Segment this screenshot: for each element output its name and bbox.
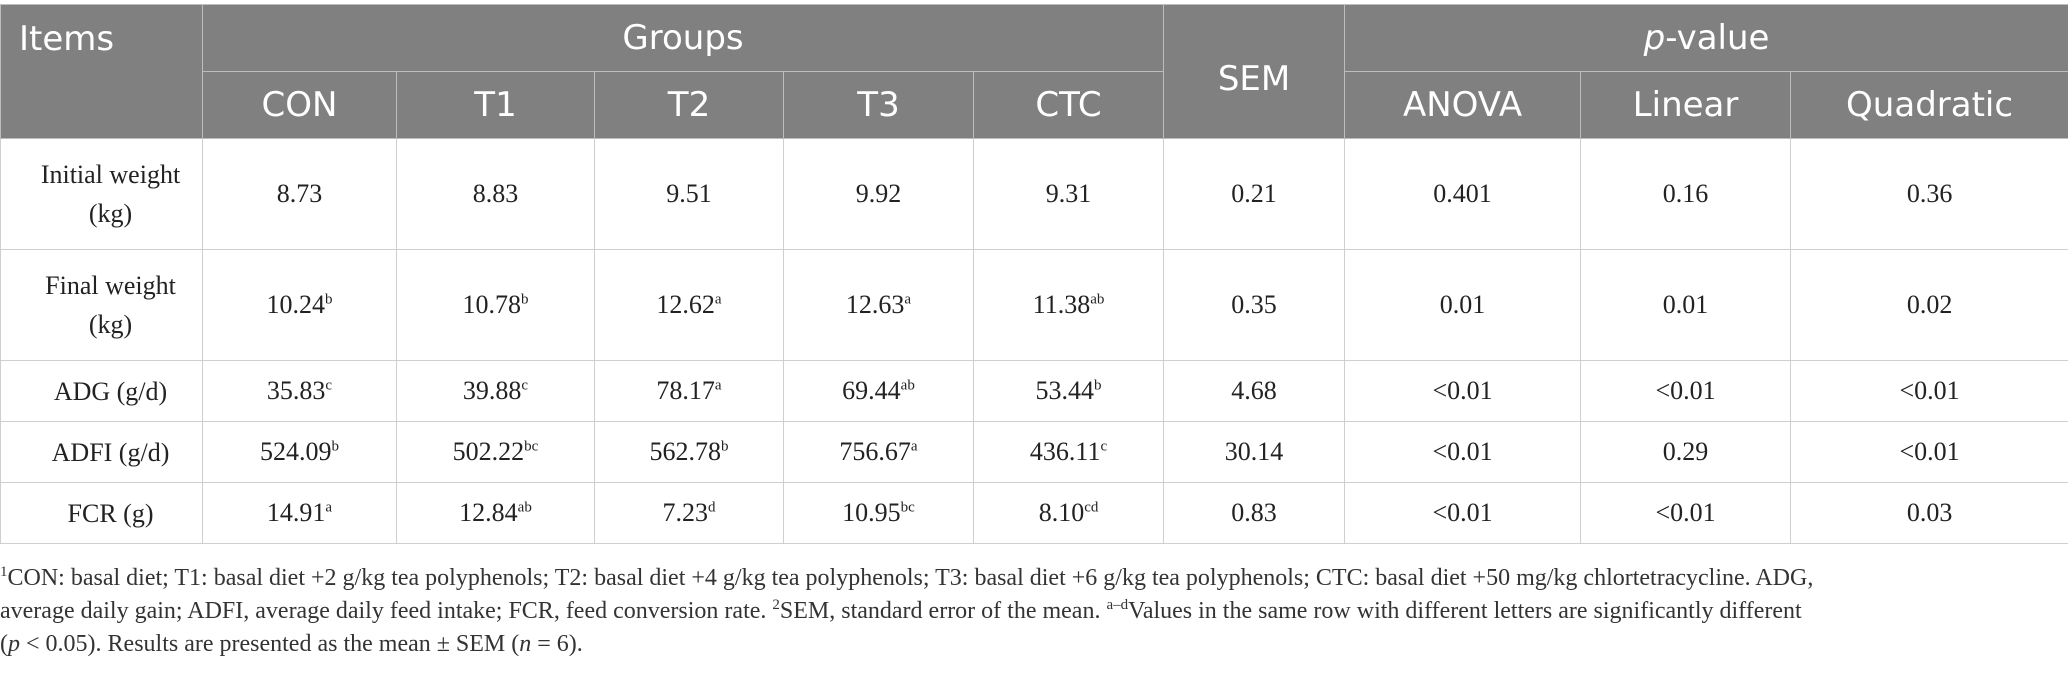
cell-t1: 8.83: [396, 138, 595, 250]
cell-quadratic: 0.03: [1790, 482, 2068, 544]
cell-t3: 69.44ab: [783, 360, 974, 422]
cell-linear: <0.01: [1580, 360, 1792, 422]
table-row: ADFI (g/d) 524.09b 502.22bc 562.78b 756.…: [0, 421, 2068, 483]
cell-sem: 30.14: [1163, 421, 1346, 483]
row-label: FCR (g): [0, 482, 203, 544]
cell-sem: 4.68: [1163, 360, 1346, 422]
cell-t1: 12.84ab: [396, 482, 595, 544]
cell-t2: 7.23d: [594, 482, 784, 544]
header-pvalue-p: p: [1643, 18, 1666, 58]
cell-sem: 0.35: [1163, 249, 1346, 361]
cell-quadratic: 0.02: [1790, 249, 2068, 361]
cell-t2: 12.62a: [594, 249, 784, 361]
cell-t1: 502.22bc: [396, 421, 595, 483]
cell-linear: 0.01: [1580, 249, 1792, 361]
cell-t2: 9.51: [594, 138, 784, 250]
footnote-line-3: (p < 0.05). Results are presented as the…: [0, 631, 583, 657]
cell-sem: 0.83: [1163, 482, 1346, 544]
cell-linear: 0.29: [1580, 421, 1792, 483]
header-ctc: CTC: [972, 71, 1165, 139]
header-con: CON: [202, 71, 397, 139]
cell-ctc: 53.44b: [972, 360, 1165, 422]
cell-t3: 12.63a: [783, 249, 974, 361]
row-label: ADG (g/d): [0, 360, 203, 422]
header-sem: SEM: [1163, 4, 1346, 139]
cell-sem: 0.21: [1163, 138, 1346, 250]
cell-ctc: 11.38ab: [972, 249, 1165, 361]
header-groups: Groups: [201, 4, 1165, 72]
table-row: Final weight (kg) 10.24b 10.78b 12.62a 12…: [0, 249, 2068, 361]
results-table: Items Groups SEM p-value CON T1 T2 T3 CT…: [0, 4, 2068, 544]
header-pvalue: p-value: [1344, 4, 2068, 72]
header-t3: T3: [783, 71, 974, 139]
header-anova: ANOVA: [1344, 71, 1582, 139]
row-label: Final weight (kg): [0, 249, 203, 361]
cell-con: 35.83c: [202, 360, 397, 422]
cell-anova: 0.401: [1344, 138, 1582, 250]
cell-quadratic: 0.36: [1790, 138, 2068, 250]
header-pvalue-rest: -value: [1665, 18, 1770, 58]
cell-con: 524.09b: [202, 421, 397, 483]
header-linear: Linear: [1580, 71, 1792, 139]
cell-t2: 78.17a: [594, 360, 784, 422]
cell-ctc: 8.10cd: [972, 482, 1165, 544]
table-footnotes: 1CON: basal diet; T1: basal diet +2 g/kg…: [0, 562, 2060, 661]
cell-quadratic: <0.01: [1790, 421, 2068, 483]
cell-t3: 10.95bc: [783, 482, 974, 544]
cell-t3: 9.92: [783, 138, 974, 250]
table-row: ADG (g/d) 35.83c 39.88c 78.17a 69.44ab 5…: [0, 360, 2068, 422]
cell-con: 14.91a: [202, 482, 397, 544]
header-items: Items: [0, 4, 203, 139]
header-quadratic: Quadratic: [1790, 71, 2068, 139]
cell-anova: 0.01: [1344, 249, 1582, 361]
cell-anova: <0.01: [1344, 360, 1582, 422]
cell-ctc: 436.11c: [972, 421, 1165, 483]
cell-t2: 562.78b: [594, 421, 784, 483]
cell-ctc: 9.31: [972, 138, 1165, 250]
row-label: ADFI (g/d): [0, 421, 203, 483]
header-t1: T1: [396, 71, 595, 139]
cell-anova: <0.01: [1344, 482, 1582, 544]
cell-con: 8.73: [202, 138, 397, 250]
footnote-line-2: average daily gain; ADFI, average daily …: [0, 597, 1802, 625]
table-row: Initial weight (kg) 8.73 8.83 9.51 9.92 9…: [0, 138, 2068, 250]
cell-quadratic: <0.01: [1790, 360, 2068, 422]
footnote-line-1: 1CON: basal diet; T1: basal diet +2 g/kg…: [0, 564, 1814, 592]
cell-linear: 0.16: [1580, 138, 1792, 250]
cell-t1: 39.88c: [396, 360, 595, 422]
cell-linear: <0.01: [1580, 482, 1792, 544]
row-label: Initial weight (kg): [0, 138, 203, 250]
cell-t3: 756.67a: [783, 421, 974, 483]
cell-t1: 10.78b: [396, 249, 595, 361]
cell-anova: <0.01: [1344, 421, 1582, 483]
cell-con: 10.24b: [202, 249, 397, 361]
table-row: FCR (g) 14.91a 12.84ab 7.23d 10.95bc 8.1…: [0, 482, 2068, 544]
header-t2: T2: [594, 71, 784, 139]
